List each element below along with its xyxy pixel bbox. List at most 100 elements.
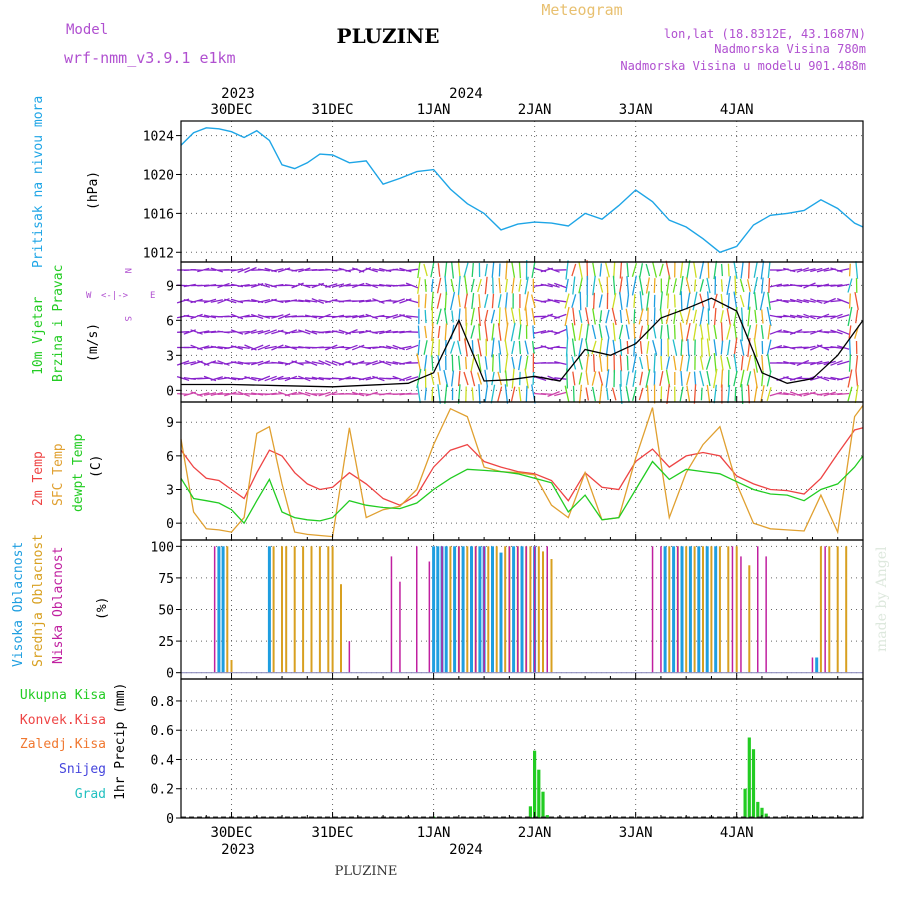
wind-arrow xyxy=(190,298,203,304)
wind-arrow xyxy=(464,293,468,309)
wind-arrow xyxy=(430,279,434,292)
wind-arrow xyxy=(639,356,644,370)
wind-arrow xyxy=(855,309,859,324)
precip-legend-total: Ukupna Kisa xyxy=(20,688,106,703)
wind-arrow xyxy=(437,263,441,277)
wind-arrow xyxy=(547,267,560,273)
wind-arrow xyxy=(810,298,823,304)
cloud-bar xyxy=(735,546,738,673)
wind-arrow xyxy=(457,294,461,308)
wind-arrow xyxy=(345,344,358,351)
cloud-bar xyxy=(504,546,507,673)
cloud-bar xyxy=(517,546,519,673)
wind-arrow xyxy=(437,355,441,371)
wind-arrow xyxy=(471,387,474,401)
wind-arrow xyxy=(304,314,318,319)
wind-arrow xyxy=(244,329,257,335)
wind-arrow xyxy=(746,279,751,292)
wind-arrow xyxy=(646,355,650,371)
wind-arrow xyxy=(796,359,810,367)
cloud-label-low: Niska Oblacnost xyxy=(51,547,66,664)
wind-arrow xyxy=(565,260,569,280)
altitude-info: Nadmorska Visina 780m xyxy=(714,42,866,56)
wind-arrow xyxy=(747,292,751,310)
wind-arrow xyxy=(625,371,630,386)
cloud-bar xyxy=(710,546,713,673)
wind-arrow xyxy=(665,308,671,325)
wind-arrow xyxy=(855,261,859,279)
y-tick-label: 0 xyxy=(166,517,174,532)
wind-arrow xyxy=(816,283,830,288)
wind-arrow xyxy=(177,331,190,333)
wind-arrow xyxy=(706,370,711,387)
wind-arrow xyxy=(854,384,859,404)
wind-arrow xyxy=(686,260,691,280)
wind-arrow xyxy=(706,291,711,311)
wind-arrow xyxy=(478,384,481,404)
wind-arrow xyxy=(706,323,711,341)
wind-speed-line xyxy=(181,297,864,388)
wind-arrow xyxy=(399,375,412,382)
wind-arrow xyxy=(197,392,210,396)
wind-arrow xyxy=(416,384,421,404)
wind-arrow xyxy=(803,330,816,334)
wind-arrow xyxy=(416,353,422,373)
wind-arrow xyxy=(510,307,516,326)
wind-arrow xyxy=(257,329,271,335)
wind-arrow xyxy=(633,309,636,324)
meteogram-label: Meteogram xyxy=(541,1,622,19)
wind-arrow xyxy=(372,284,385,287)
wind-arrow xyxy=(450,261,455,279)
wind-arrow xyxy=(700,337,703,358)
wind-arrow xyxy=(599,354,603,372)
precip-bar xyxy=(533,750,537,818)
wind-arrow xyxy=(673,309,677,324)
wind-arrow xyxy=(734,275,737,296)
wind-arrow xyxy=(504,307,509,326)
wind-arrow xyxy=(464,356,468,370)
wind-arrow xyxy=(424,387,427,401)
wind-arrow xyxy=(666,384,670,404)
wind-arrow xyxy=(304,329,318,335)
panel-frame-pressure xyxy=(180,120,864,263)
wind-arrow xyxy=(230,345,244,350)
y-tick-label: 0 xyxy=(166,812,174,827)
wind-arrow xyxy=(753,276,759,295)
wind-arrow xyxy=(612,275,616,296)
wind-arrow xyxy=(679,322,684,342)
wind-arrow xyxy=(578,277,583,294)
wind-arrow xyxy=(244,266,257,274)
wind-unit: (m/s) xyxy=(86,323,101,362)
wind-arrow xyxy=(358,266,372,274)
wind-arrow xyxy=(837,360,850,366)
y-tick-label: 6 xyxy=(166,314,174,329)
wind-arrow xyxy=(626,294,630,308)
temp-label-2m: 2m Temp xyxy=(31,451,46,506)
wind-arrow xyxy=(497,323,502,341)
wind-arrow xyxy=(836,329,850,335)
wind-arrow xyxy=(217,360,230,366)
wind-arrow xyxy=(645,369,651,388)
wind-arrow xyxy=(713,339,717,356)
wind-arrow xyxy=(810,360,823,366)
wind-arrow xyxy=(837,283,850,288)
compass-w: W xyxy=(86,291,92,301)
wind-arrow xyxy=(284,391,298,397)
wind-arrow xyxy=(606,276,609,295)
wind-arrow xyxy=(203,392,217,396)
wind-arrow xyxy=(673,355,677,371)
wind-arrow xyxy=(325,344,338,351)
wind-arrow xyxy=(271,344,284,351)
wind-arrow xyxy=(631,275,637,296)
chart-series xyxy=(180,127,864,818)
wind-arrow xyxy=(564,306,570,327)
wind-arrow xyxy=(645,291,650,311)
wind-arrow xyxy=(210,361,223,365)
temp-label-dewpt: dewpt Temp xyxy=(71,434,86,512)
wind-arrow xyxy=(547,345,560,350)
wind-arrow xyxy=(554,328,567,336)
wind-arrow xyxy=(498,353,501,373)
wind-arrow xyxy=(476,372,483,385)
wind-arrow xyxy=(783,299,796,303)
wind-arrow xyxy=(611,387,617,401)
